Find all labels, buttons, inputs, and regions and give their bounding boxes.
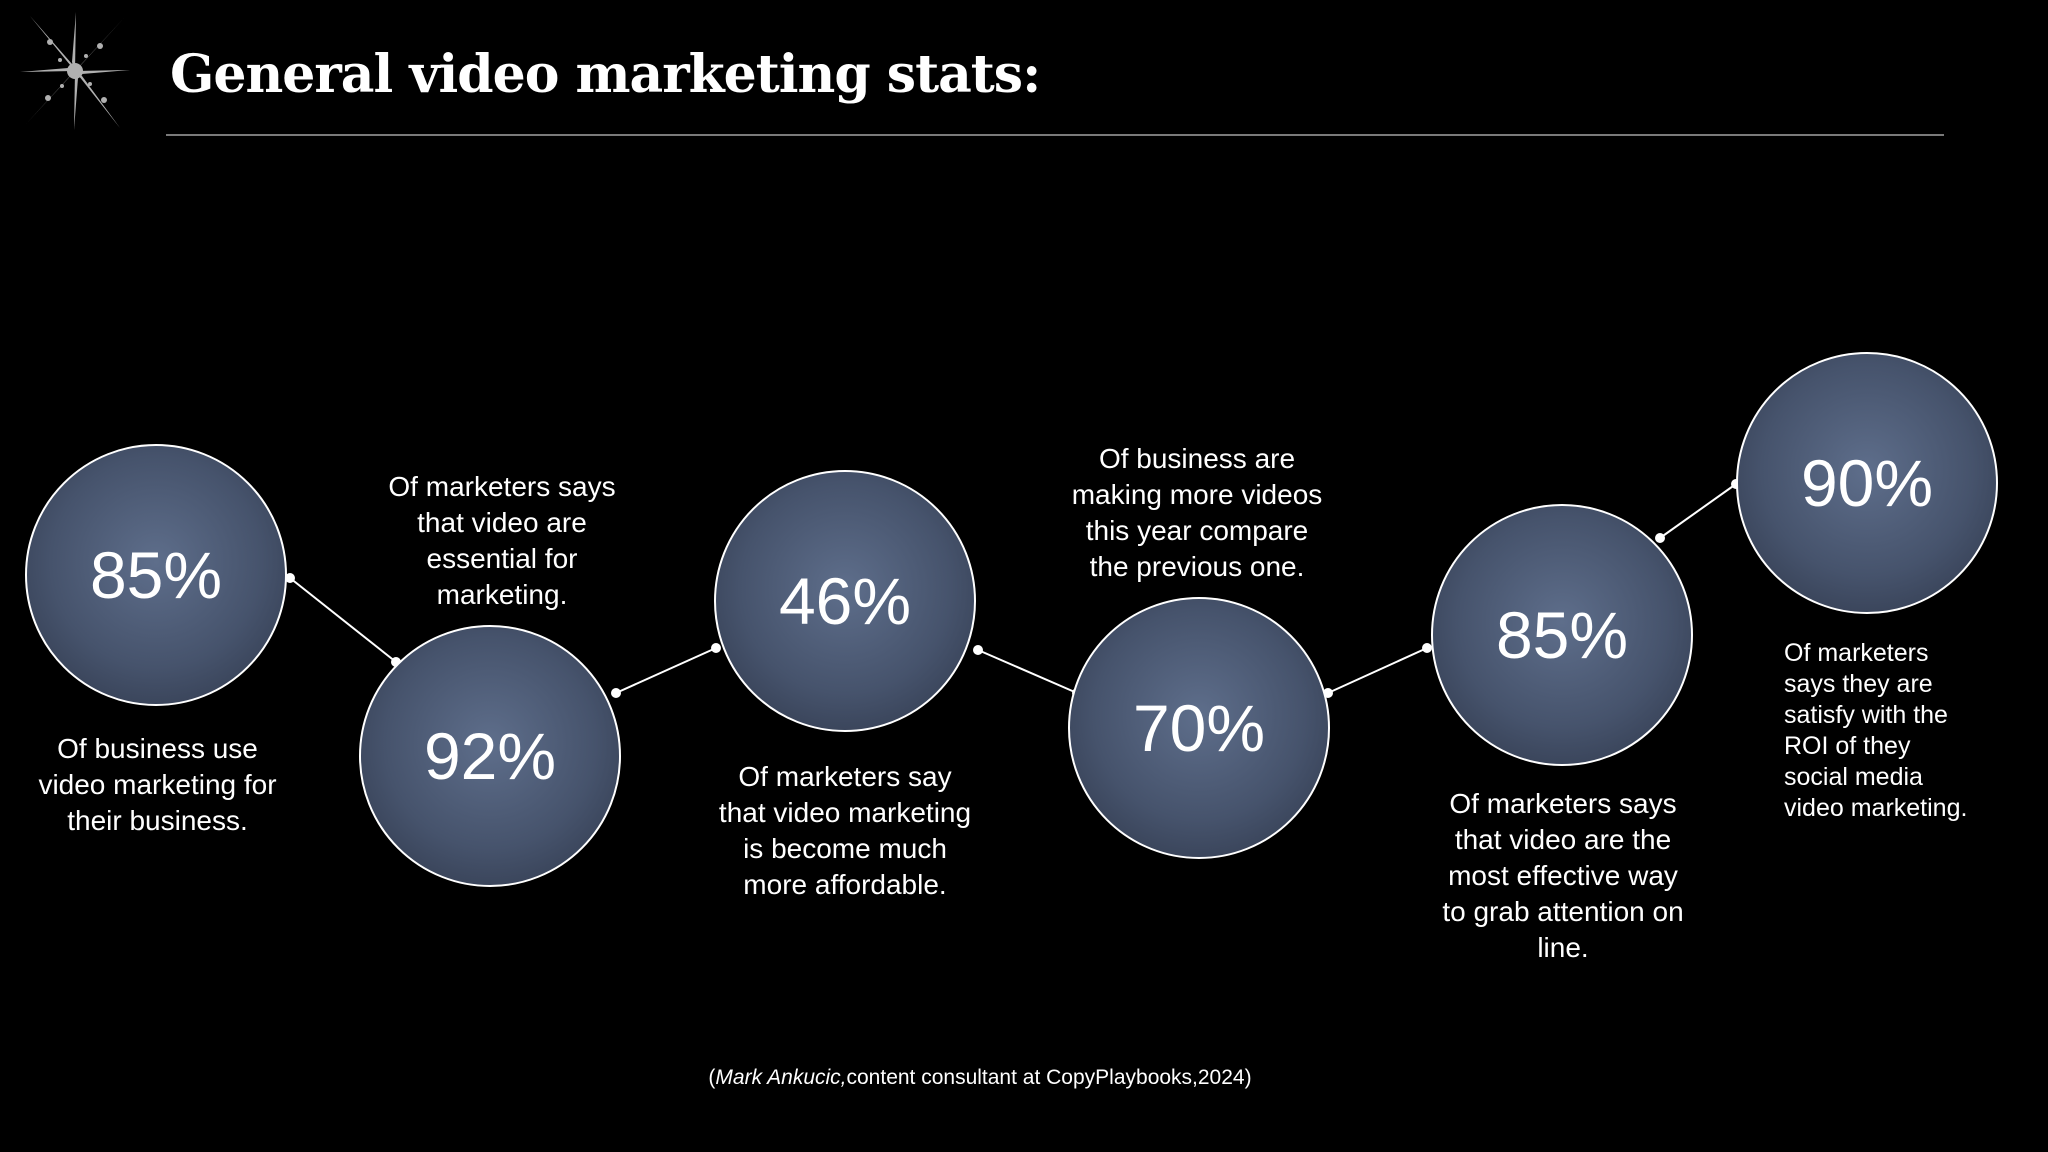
stat-value: 85% [1495,598,1629,672]
stat-value: 70% [1132,691,1266,765]
description-line: that video marketing [718,797,972,828]
connector-dot [285,573,295,583]
title-divider [166,134,1944,136]
stat-value: 92% [423,719,557,793]
connector-3-4 [977,649,1078,694]
description-line: social media [1784,763,1923,791]
description-line: Of marketers says [1449,788,1677,819]
source-detail: content consultant at CopyPlaybooks,2024… [846,1066,1252,1089]
description-line: satisfy with the [1784,701,1948,729]
description-line: their business. [67,805,248,836]
description-line: video marketing. [1784,794,1968,822]
description-line: that video are the [1454,824,1672,855]
connector-2-3 [615,647,717,694]
stat-description-3: Of marketers say that video marketing is… [700,759,990,903]
source-author: Mark Ankucic, [715,1066,847,1089]
stat-value: 90% [1800,446,1934,520]
description-line: marketing. [436,579,568,610]
stat-value: 46% [778,564,912,638]
description-line: says they are [1784,670,1933,698]
description-line: this year compare [1085,515,1309,546]
stat-description-1: Of business use video marketing for thei… [10,731,305,839]
description-line: is become much [743,833,947,864]
description-line: more affordable. [743,869,947,900]
description-line: Of marketers say [738,761,952,792]
description-line: that video are [417,507,587,538]
stat-circle-4: 70% [1068,597,1330,859]
sparkle-logo-icon [20,12,130,130]
source-citation: (Mark Ankucic,content consultant at Copy… [0,1066,1960,1090]
stat-description-5: Of marketers says that video are the mos… [1418,786,1708,966]
description-line: ROI of they [1784,732,1911,760]
stat-circle-1: 85% [25,444,287,706]
source-open-paren: ( [708,1066,716,1089]
connector-dot [1422,643,1432,653]
description-line: to grab attention on [1442,896,1684,927]
connector-1-2 [289,577,397,663]
stat-circle-5: 85% [1431,504,1693,766]
connector-4-5 [1327,647,1428,694]
description-line: the previous one. [1089,551,1305,582]
stat-circle-2: 92% [359,625,621,887]
stat-circle-6: 90% [1736,352,1998,614]
connector-dot [973,645,983,655]
stat-description-6: Of marketers says they are satisfy with … [1784,638,2014,824]
description-line: Of marketers says [388,471,616,502]
description-line: essential for [426,543,578,574]
page-title: General video marketing stats: [170,44,1041,105]
connector-dot [611,688,621,698]
description-line: Of business use [57,733,258,764]
stat-value: 85% [89,538,223,612]
description-line: line. [1537,932,1589,963]
stat-description-2: Of marketers says that video are essenti… [357,469,647,613]
stat-description-4: Of business are making more videos this … [1052,441,1342,585]
connector-dot [1655,533,1665,543]
stat-circle-3: 46% [714,470,976,732]
description-line: most effective way [1448,860,1678,891]
description-line: making more videos [1071,479,1323,510]
description-line: video marketing for [38,769,277,800]
connector-dot [711,643,721,653]
connector-5-6 [1659,483,1737,539]
description-line: Of business are [1098,443,1296,474]
description-line: Of marketers [1784,639,1929,667]
